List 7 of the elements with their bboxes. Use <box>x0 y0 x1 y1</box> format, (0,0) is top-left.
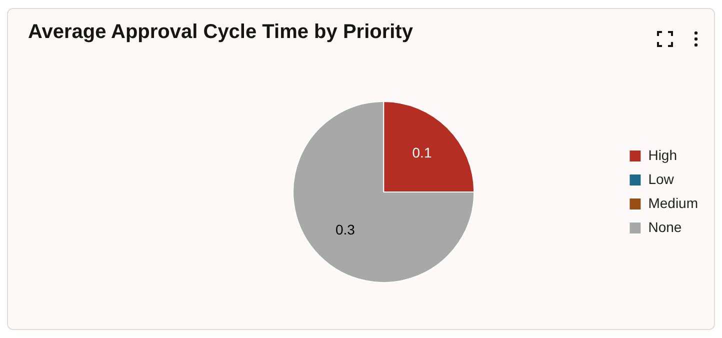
legend-label: High <box>648 146 678 163</box>
data-label: 0.3 <box>335 221 356 238</box>
data-label: 0.1 <box>412 144 432 160</box>
legend-label: Low <box>648 170 675 187</box>
chart-title: Average Approval Cycle Time by Priority <box>28 21 413 44</box>
legend-label: None <box>648 218 682 235</box>
legend-label: Medium <box>648 194 698 211</box>
